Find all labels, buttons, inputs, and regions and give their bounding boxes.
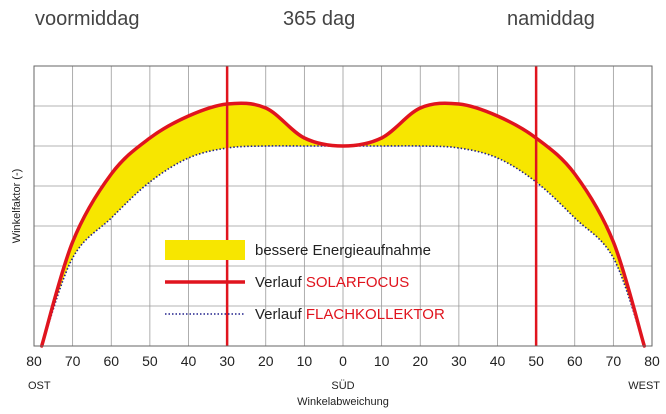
header-center-label: 365 dag <box>283 8 356 30</box>
legend-label: Verlauf SOLARFOCUS <box>255 274 409 291</box>
x-axis-title: Winkelabweichung <box>297 396 389 408</box>
header-left-label: voormiddag <box>35 8 140 30</box>
x-tick-label: 20 <box>412 353 428 369</box>
x-tick-label: 10 <box>297 353 313 369</box>
direction-label-ost: OST <box>28 380 51 392</box>
header-right-label: namiddag <box>507 8 595 30</box>
x-tick-label: 60 <box>567 353 583 369</box>
x-tick-label: 30 <box>451 353 467 369</box>
legend-swatch-area <box>165 240 245 260</box>
x-tick-label: 0 <box>339 353 347 369</box>
direction-label-west: WEST <box>628 380 660 392</box>
legend-label-highlight: FLACHKOLLEKTOR <box>306 306 445 323</box>
x-tick-label: 40 <box>490 353 506 369</box>
x-tick-label: 80 <box>644 353 660 369</box>
x-tick-label: 70 <box>606 353 622 369</box>
x-tick-label: 20 <box>258 353 274 369</box>
x-tick-label: 30 <box>219 353 235 369</box>
x-tick-label: 50 <box>142 353 158 369</box>
legend-label: Verlauf FLACHKOLLEKTOR <box>255 306 445 323</box>
direction-label-sued: SÜD <box>331 380 354 392</box>
y-axis-title: Winkelfaktor (-) <box>11 169 23 244</box>
x-tick-label: 70 <box>65 353 81 369</box>
x-tick-label: 40 <box>181 353 197 369</box>
plot-border <box>33 65 653 347</box>
legend-label-highlight: SOLARFOCUS <box>306 274 409 291</box>
x-tick-label: 80 <box>26 353 42 369</box>
x-tick-label: 50 <box>528 353 544 369</box>
series-line-solarfocus <box>39 101 647 348</box>
x-tick-label: 60 <box>103 353 119 369</box>
x-tick-label: 10 <box>374 353 390 369</box>
legend-label: bessere Energieaufnahme <box>255 242 431 259</box>
